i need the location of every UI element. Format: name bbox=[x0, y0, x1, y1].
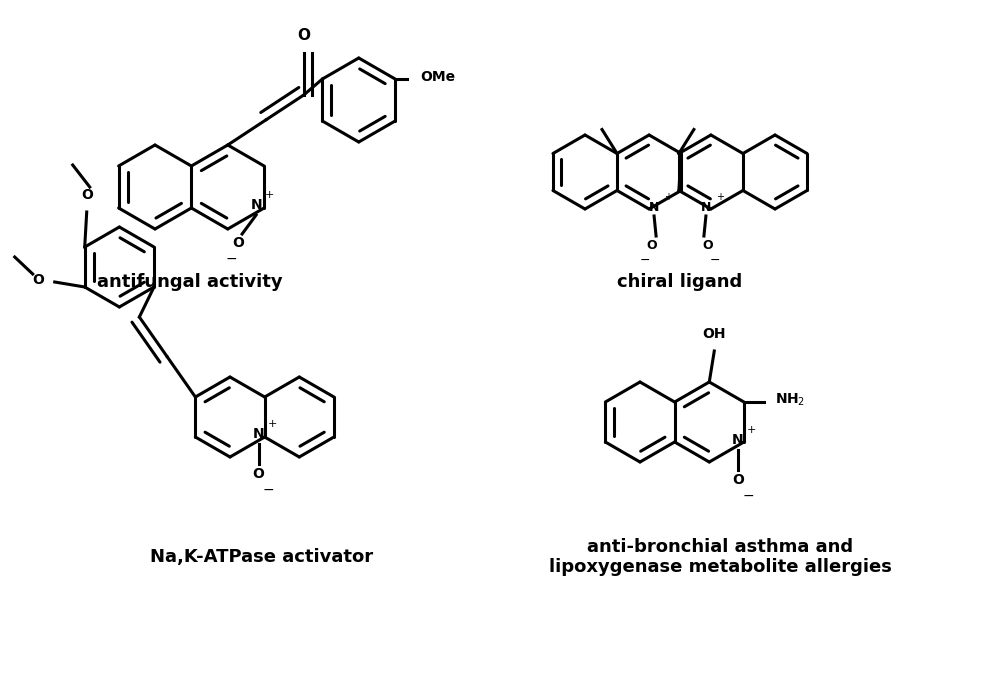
Text: N: N bbox=[250, 198, 262, 212]
Text: +: + bbox=[268, 419, 277, 429]
Text: O: O bbox=[81, 188, 93, 202]
Text: N: N bbox=[732, 433, 744, 447]
Text: NH$_2$: NH$_2$ bbox=[775, 392, 805, 408]
Text: O: O bbox=[32, 273, 44, 287]
Text: O: O bbox=[703, 238, 713, 252]
Text: anti-bronchial asthma and
lipoxygenase metabolite allergies: anti-bronchial asthma and lipoxygenase m… bbox=[549, 537, 891, 576]
Text: O: O bbox=[253, 467, 265, 481]
Text: O: O bbox=[297, 29, 310, 43]
Text: chiral ligand: chiral ligand bbox=[617, 273, 743, 291]
Text: −: − bbox=[640, 254, 650, 266]
Text: +: + bbox=[264, 190, 274, 200]
Text: +: + bbox=[664, 192, 672, 202]
Text: OH: OH bbox=[703, 327, 726, 341]
Text: Na,K-ATPase activator: Na,K-ATPase activator bbox=[150, 548, 373, 566]
Text: −: − bbox=[225, 252, 237, 266]
Text: O: O bbox=[232, 236, 244, 250]
Text: N: N bbox=[701, 201, 711, 213]
Text: OMe: OMe bbox=[421, 70, 456, 84]
Text: antifungal activity: antifungal activity bbox=[97, 273, 283, 291]
Text: N: N bbox=[253, 427, 264, 441]
Text: −: − bbox=[263, 483, 274, 497]
Text: +: + bbox=[716, 192, 724, 202]
Text: O: O bbox=[732, 473, 744, 487]
Text: +: + bbox=[747, 425, 757, 435]
Text: N: N bbox=[649, 201, 659, 213]
Text: −: − bbox=[742, 489, 754, 503]
Text: O: O bbox=[647, 238, 657, 252]
Text: −: − bbox=[710, 254, 720, 266]
